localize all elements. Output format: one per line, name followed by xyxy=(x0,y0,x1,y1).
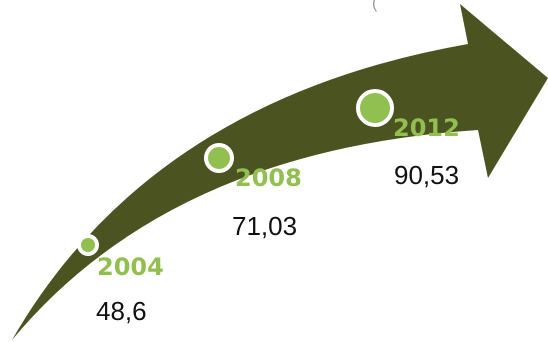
growth-arrow xyxy=(12,4,548,340)
milestone-2004: 2004 48,6 xyxy=(77,234,164,326)
milestone-marker xyxy=(356,89,394,127)
milestone-year: 2012 xyxy=(393,114,460,142)
milestone-value: 48,6 xyxy=(96,296,147,326)
milestone-marker xyxy=(77,234,99,256)
header-fragment: ( xyxy=(372,0,378,12)
milestone-year: 2004 xyxy=(97,253,164,281)
milestone-2012: 2012 90,53 xyxy=(356,89,460,190)
milestone-marker xyxy=(204,143,234,173)
milestone-value: 71,03 xyxy=(232,211,297,241)
milestone-year: 2008 xyxy=(235,164,302,192)
milestone-value: 90,53 xyxy=(394,160,459,190)
milestone-2008: 2008 71,03 xyxy=(204,143,302,241)
